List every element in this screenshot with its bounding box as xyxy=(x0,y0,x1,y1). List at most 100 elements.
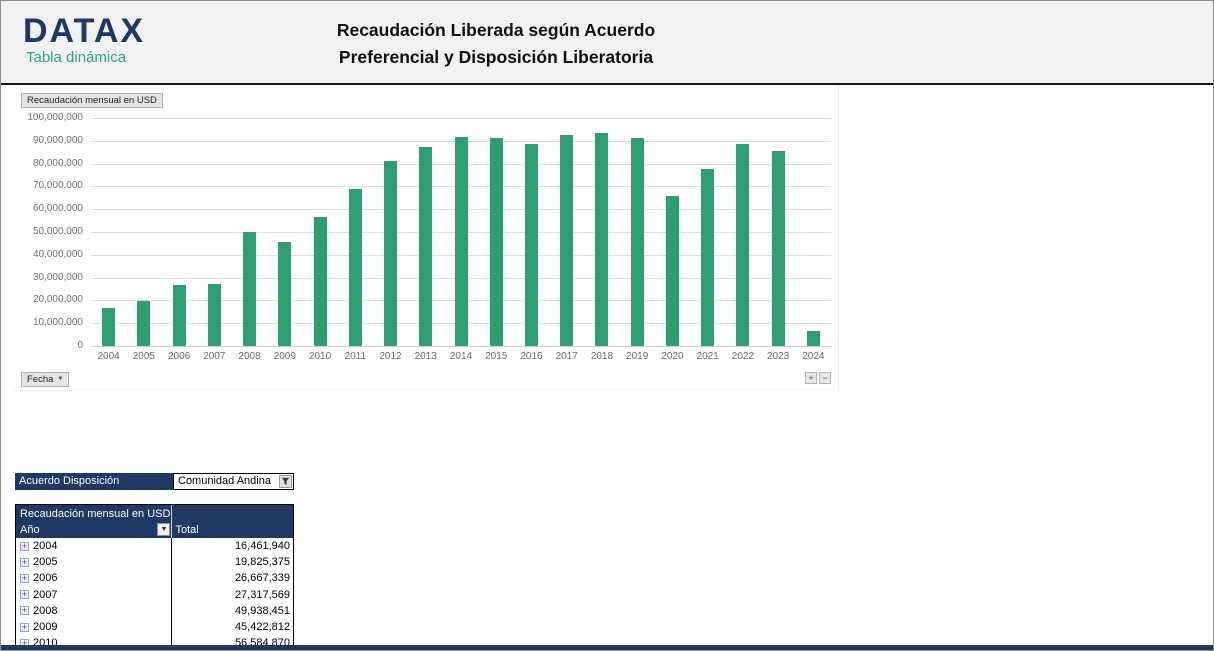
logo-text: DATAX xyxy=(23,12,146,50)
pivot-chart: Recaudación mensual en USD 100,000,000 90… xyxy=(13,85,839,391)
row-header-cell: Año ▼ xyxy=(16,522,173,538)
row-header-label: Año xyxy=(20,524,40,536)
chart-bar-2019 xyxy=(630,137,644,346)
x-axis-tick-label: 2008 xyxy=(238,351,261,362)
chart-bar-2006 xyxy=(172,285,186,346)
pivot-table-title-row: Recaudación mensual en USD xyxy=(16,505,293,522)
x-axis-tick-label: 2011 xyxy=(344,351,367,362)
axis-field-label: Fecha xyxy=(27,374,54,385)
chart-bar-2020 xyxy=(665,196,679,346)
year-cell: +2007 xyxy=(16,586,173,603)
y-axis-tick-label: 100,000,000 xyxy=(27,112,83,123)
total-value: 16,461,940 xyxy=(234,540,290,553)
filter-value-cell[interactable]: Comunidad Andina xyxy=(173,473,294,490)
x-axis-tick-label: 2019 xyxy=(626,351,649,362)
chart-bar-2018 xyxy=(595,132,609,346)
y-axis-tick-label: 70,000,000 xyxy=(32,180,83,192)
year-cell: +2006 xyxy=(16,570,173,587)
x-axis-tick-label: 2012 xyxy=(379,351,402,362)
expand-row-icon[interactable]: + xyxy=(20,572,29,583)
x-axis-tick-label: 2017 xyxy=(555,351,578,362)
chart-bar-2017 xyxy=(560,135,574,346)
pivot-table-header-row: Año ▼ Total xyxy=(16,522,293,538)
expand-field-button[interactable]: + xyxy=(805,372,817,384)
plot-area: 2004 2005 2006 2007 2008 2009 2010 2011 2012 2013… xyxy=(91,118,831,362)
x-axis-tick-label: 2016 xyxy=(520,351,543,362)
x-axis-tick-label: 2013 xyxy=(414,351,437,362)
y-axis-tick-label: 90,000,000 xyxy=(32,134,83,146)
year-label: 2004 xyxy=(33,540,58,553)
total-value: 19,825,375 xyxy=(234,556,290,569)
year-label: 2006 xyxy=(33,572,58,585)
expand-row-icon[interactable]: + xyxy=(20,589,29,600)
header-band: DATAX Tabla dinámica Recaudación Liberad… xyxy=(1,1,1213,85)
year-label: 2007 xyxy=(33,588,58,601)
y-axis-tick-label: 30,000,000 xyxy=(32,271,83,283)
pivot-table-title-spacer xyxy=(172,505,293,522)
total-value: 49,938,451 xyxy=(234,604,290,617)
chart-bar-2005 xyxy=(137,300,151,346)
pivot-table-body: +2004 16,461,940 +2005 19,825,375 +2006 26,66… xyxy=(16,538,293,650)
x-axis-tick-label: 2014 xyxy=(449,351,473,362)
y-axis-tick-label: 20,000,000 xyxy=(32,294,83,306)
total-value: 26,667,339 xyxy=(234,572,290,585)
year-cell: +2004 xyxy=(16,538,173,555)
total-value: 27,317,569 xyxy=(234,588,290,601)
pivot-table: Recaudación mensual en USD Año ▼ Total +… xyxy=(15,504,294,650)
x-axis-tick-label: 2009 xyxy=(273,351,296,362)
chart-bar-2004 xyxy=(102,308,116,346)
chart-bar-2014 xyxy=(454,136,468,346)
year-cell: +2008 xyxy=(16,602,173,619)
x-axis-tick-label: 2022 xyxy=(731,351,755,362)
expand-row-icon[interactable]: + xyxy=(20,605,29,616)
series-field-button[interactable]: Recaudación mensual en USD xyxy=(21,93,163,108)
pivot-table-title: Recaudación mensual en USD xyxy=(16,505,173,522)
y-axis-tick-label: 50,000,000 xyxy=(32,226,83,237)
logo-subtitle: Tabla dinámica xyxy=(26,49,127,66)
chart-bar-2023 xyxy=(771,150,785,346)
x-axis-tick-label: 2005 xyxy=(132,351,155,362)
filter-field-label: Acuerdo Disposición xyxy=(15,473,173,490)
chart-bar-2010 xyxy=(313,217,327,346)
axis-field-button[interactable]: Fecha ▼ xyxy=(21,372,70,387)
funnel-glyph xyxy=(281,477,290,486)
chart-bar-2007 xyxy=(207,283,221,346)
report-filter: Acuerdo Disposición Comunidad Andina xyxy=(15,473,294,490)
chart-bar-2011 xyxy=(348,188,362,346)
y-axis-tick-label: 40,000,000 xyxy=(32,248,83,260)
collapse-field-button[interactable]: − xyxy=(819,372,831,384)
row-filter-dropdown-button[interactable]: ▼ xyxy=(157,523,171,536)
value-header-cell: Total xyxy=(175,524,199,536)
filter-funnel-icon[interactable] xyxy=(279,475,292,488)
year-label: 2009 xyxy=(33,621,58,634)
y-axis: 100,000,000 90,000,000 80,000,000 70,000,00… xyxy=(13,85,83,390)
chart-bar-2013 xyxy=(419,147,433,346)
year-cell: +2005 xyxy=(16,554,173,571)
table-row: +2005 19,825,375 xyxy=(16,554,293,571)
chart-bar-2009 xyxy=(278,242,292,346)
table-row: +2007 27,317,569 xyxy=(16,586,293,603)
filter-value-text: Comunidad Andina xyxy=(178,475,271,487)
y-axis-tick-label: 0 xyxy=(77,340,83,351)
expand-row-icon[interactable]: + xyxy=(20,621,29,632)
y-axis-tick-label: 10,000,000 xyxy=(32,317,83,329)
chart-bar-2012 xyxy=(384,161,398,346)
x-axis-tick-label: 2006 xyxy=(167,351,191,362)
y-axis-tick-label: 80,000,000 xyxy=(32,157,83,169)
logo: DATAX Tabla dinámica xyxy=(23,13,145,66)
expand-row-icon[interactable]: + xyxy=(20,556,29,567)
chart-bar-2015 xyxy=(489,137,503,346)
year-label: 2008 xyxy=(33,604,58,617)
x-axis-tick-label: 2018 xyxy=(590,351,614,362)
chevron-down-icon: ▼ xyxy=(57,376,64,382)
title-line-1: Recaudación Liberada según Acuerdo xyxy=(336,20,656,40)
year-cell: +2009 xyxy=(16,618,173,636)
x-axis-tick-label: 2024 xyxy=(802,351,825,362)
table-row: +2009 45,422,812 xyxy=(16,618,293,636)
y-axis-tick-label: 60,000,000 xyxy=(32,203,83,215)
x-axis-tick-label: 2004 xyxy=(97,351,120,362)
expand-row-icon[interactable]: + xyxy=(20,540,29,551)
x-axis-tick-label: 2023 xyxy=(767,351,790,362)
total-value: 45,422,812 xyxy=(234,621,290,634)
